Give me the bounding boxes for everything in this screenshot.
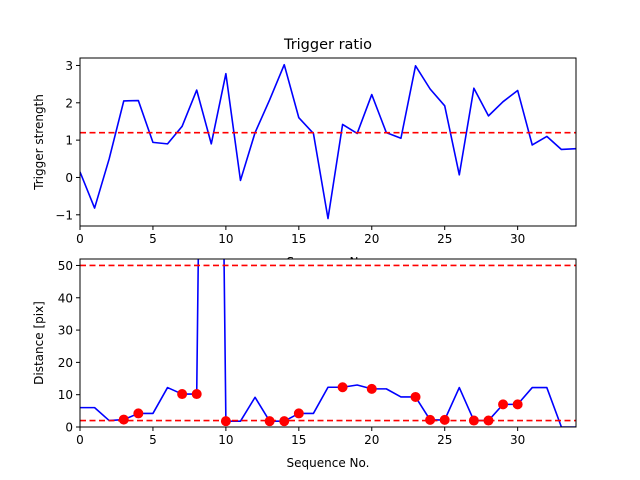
plot-area (80, 259, 576, 427)
series-line (80, 259, 576, 427)
data-point (191, 389, 202, 400)
x-tick-label: 25 (437, 232, 452, 246)
data-point (337, 382, 348, 393)
data-point (366, 383, 377, 394)
x-tick-label: 10 (218, 433, 233, 447)
x-tick-label: 0 (76, 232, 84, 246)
data-point (133, 408, 144, 419)
x-tick-label: 0 (76, 433, 84, 447)
data-point (410, 391, 421, 402)
y-tick-label: −1 (55, 208, 73, 222)
y-tick-label: 0 (65, 171, 73, 185)
data-point (498, 399, 509, 410)
y-tick-label: 2 (65, 96, 73, 110)
data-point (512, 399, 523, 410)
data-point (293, 408, 304, 419)
x-tick-label: 20 (364, 433, 379, 447)
x-tick-label: 25 (437, 433, 452, 447)
y-tick-label: 40 (58, 291, 73, 305)
y-tick-label: 0 (65, 421, 73, 435)
y-tick-label: 1 (65, 134, 73, 148)
plot-content (80, 63, 576, 220)
y-tick-label: 3 (65, 59, 73, 73)
series-line (80, 63, 576, 220)
x-tick-label: 30 (510, 232, 525, 246)
y-axis-label: Distance [pix] (32, 301, 46, 385)
y-tick-label: 10 (58, 388, 73, 402)
x-tick-label: 10 (218, 232, 233, 246)
axes-frame (79, 57, 577, 227)
x-tick-label: 30 (510, 433, 525, 447)
plot-content (80, 259, 576, 427)
data-point (118, 414, 129, 425)
chart-title: Trigger ratio (283, 37, 372, 53)
x-tick-label: 5 (149, 433, 157, 447)
x-tick-label: 20 (364, 232, 379, 246)
x-axis-label: Sequence No. (287, 456, 370, 470)
x-tick-label: 15 (291, 433, 306, 447)
data-point (177, 389, 188, 400)
x-tick-label: 15 (291, 232, 306, 246)
plot-area (80, 58, 576, 226)
y-tick-label: 50 (58, 259, 73, 273)
y-tick-label: 20 (58, 356, 73, 370)
y-tick-label: 30 (58, 324, 73, 338)
axes-frame (79, 258, 577, 428)
x-tick-label: 5 (149, 232, 157, 246)
y-axis-label: Trigger strength (32, 94, 46, 191)
subplot-2: 0 5 10 15 20 25 30 0 10 20 30 40 50 Sequence No. Dista… (32, 258, 577, 470)
